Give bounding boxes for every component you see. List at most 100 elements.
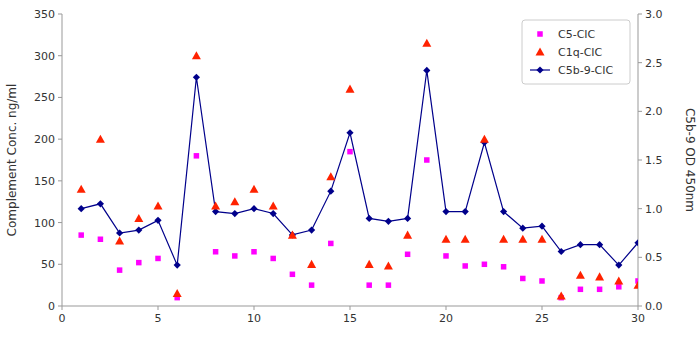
x-tick <box>542 306 543 310</box>
point <box>347 149 353 155</box>
point <box>461 235 470 243</box>
point <box>500 208 507 215</box>
point <box>155 256 161 262</box>
point <box>597 287 603 293</box>
y2-tick <box>638 62 642 63</box>
y2-tick <box>638 111 642 112</box>
y2-tick-label: 2.5 <box>645 57 663 70</box>
y-tick-label: 50 <box>41 258 55 271</box>
y-tick <box>58 264 62 265</box>
point <box>250 205 257 212</box>
point <box>404 215 411 222</box>
y2-tick-label: 1.5 <box>645 154 663 167</box>
legend-box <box>522 20 630 84</box>
point <box>614 276 623 284</box>
y-tick <box>58 14 62 15</box>
chart: 0510152025300501001502002503003500.00.51… <box>0 0 700 338</box>
point <box>250 185 259 193</box>
y-tick <box>58 55 62 56</box>
point <box>384 261 393 269</box>
point <box>634 239 638 246</box>
point <box>230 197 239 205</box>
point <box>462 208 469 215</box>
point <box>482 262 488 268</box>
point <box>405 252 411 258</box>
x-tick-label: 10 <box>247 312 261 325</box>
point <box>538 235 547 243</box>
point <box>154 201 163 209</box>
y-tick-label: 0 <box>48 300 55 313</box>
point <box>154 217 161 224</box>
point <box>194 153 200 159</box>
y-tick <box>58 97 62 98</box>
point <box>78 205 85 212</box>
point <box>518 235 527 243</box>
y-tick <box>58 306 62 307</box>
y-tick-label: 250 <box>34 91 55 104</box>
point <box>213 249 219 255</box>
axes: 0510152025300501001502002503003500.00.51… <box>5 8 697 325</box>
legend-marker <box>536 48 545 56</box>
legend-label: C1q-CIC <box>558 46 603 59</box>
legend-marker <box>536 66 543 73</box>
legend-label: C5b-9-CIC <box>558 64 614 77</box>
point <box>136 260 142 266</box>
point <box>385 218 392 225</box>
y-axis-label: Complement Conc. ng/ml <box>5 84 19 237</box>
point <box>78 232 84 238</box>
y2-tick <box>638 14 642 15</box>
point <box>97 200 104 207</box>
point <box>308 226 315 233</box>
x-tick-label: 25 <box>535 312 549 325</box>
y-tick <box>58 222 62 223</box>
point <box>115 236 124 244</box>
point <box>289 231 296 238</box>
point <box>366 282 372 288</box>
point <box>232 253 238 259</box>
point <box>77 185 86 193</box>
point <box>309 282 315 288</box>
y2-tick-label: 2.0 <box>645 105 663 118</box>
point <box>365 260 374 268</box>
y2-axis-label: C5b-9 OD 450nm <box>683 108 697 212</box>
point <box>98 237 104 243</box>
point <box>211 201 220 209</box>
point <box>423 67 430 74</box>
y2-tick <box>638 257 642 258</box>
point <box>578 287 584 293</box>
x-tick <box>638 306 639 310</box>
point <box>616 284 622 290</box>
point <box>577 241 584 248</box>
series-0 <box>78 149 638 300</box>
y-tick-label: 150 <box>34 175 55 188</box>
point <box>270 256 276 262</box>
point <box>231 210 238 217</box>
y2-tick-label: 3.0 <box>645 8 663 21</box>
point <box>134 214 143 222</box>
y2-tick-label: 0.5 <box>645 251 663 264</box>
point <box>116 229 123 236</box>
legend-marker <box>537 31 543 37</box>
x-tick <box>158 306 159 310</box>
point <box>269 201 278 209</box>
point <box>595 272 604 280</box>
point <box>288 231 297 239</box>
point <box>173 289 182 297</box>
x-tick-label: 0 <box>59 312 66 325</box>
point <box>501 264 507 270</box>
y2-tick <box>638 160 642 161</box>
point <box>366 215 373 222</box>
legend: C5-CICC1q-CICC5b-9-CIC <box>522 20 630 84</box>
x-tick-label: 20 <box>439 312 453 325</box>
point <box>520 276 526 282</box>
y2-tick <box>638 306 642 307</box>
point <box>596 241 603 248</box>
point <box>443 253 449 259</box>
point <box>462 263 468 269</box>
point <box>174 262 181 269</box>
y-tick-label: 200 <box>34 133 55 146</box>
point <box>558 248 565 255</box>
x-tick-label: 15 <box>343 312 357 325</box>
point <box>96 135 105 143</box>
point <box>326 172 335 180</box>
